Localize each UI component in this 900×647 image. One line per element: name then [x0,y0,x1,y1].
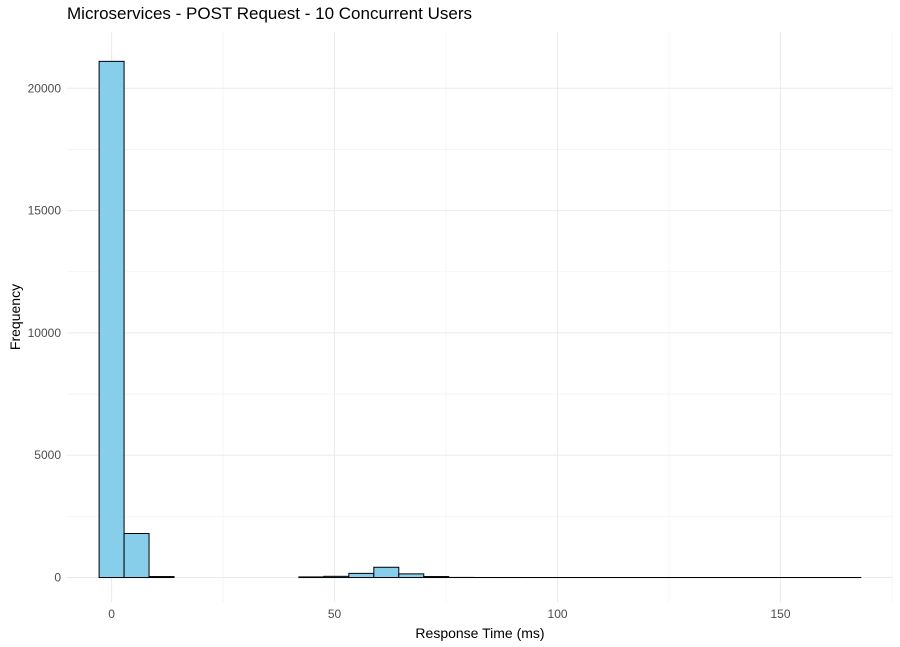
histogram-bar [298,576,325,579]
y-tick-label: 20000 [28,81,62,95]
chart-title: Microservices - POST Request - 10 Concur… [67,4,472,23]
y-tick-label: 0 [54,571,61,585]
histogram-bar [373,566,400,579]
histogram-bar [423,576,450,579]
y-tick-label: 5000 [34,448,61,462]
histogram-bar [398,573,425,579]
y-tick-label: 15000 [28,204,62,218]
histogram-bar [148,576,175,579]
x-tick-label: 50 [328,607,342,621]
histogram-bar [123,533,150,579]
histogram-bar [98,60,125,579]
x-tick-label: 150 [770,607,790,621]
y-axis-ticks: 0 5000 10000 15000 20000 [28,81,62,584]
grid-minor [67,32,893,602]
x-tick-label: 0 [108,607,115,621]
histogram-bars [98,60,862,579]
histogram-bar [323,575,350,579]
histogram-bar [348,572,375,579]
y-tick-label: 10000 [28,326,62,340]
x-axis-title: Response Time (ms) [415,625,544,641]
x-axis-ticks: 0 50 100 150 [108,607,791,621]
y-axis-title: Frequency [7,284,23,350]
x-tick-label: 100 [548,607,568,621]
